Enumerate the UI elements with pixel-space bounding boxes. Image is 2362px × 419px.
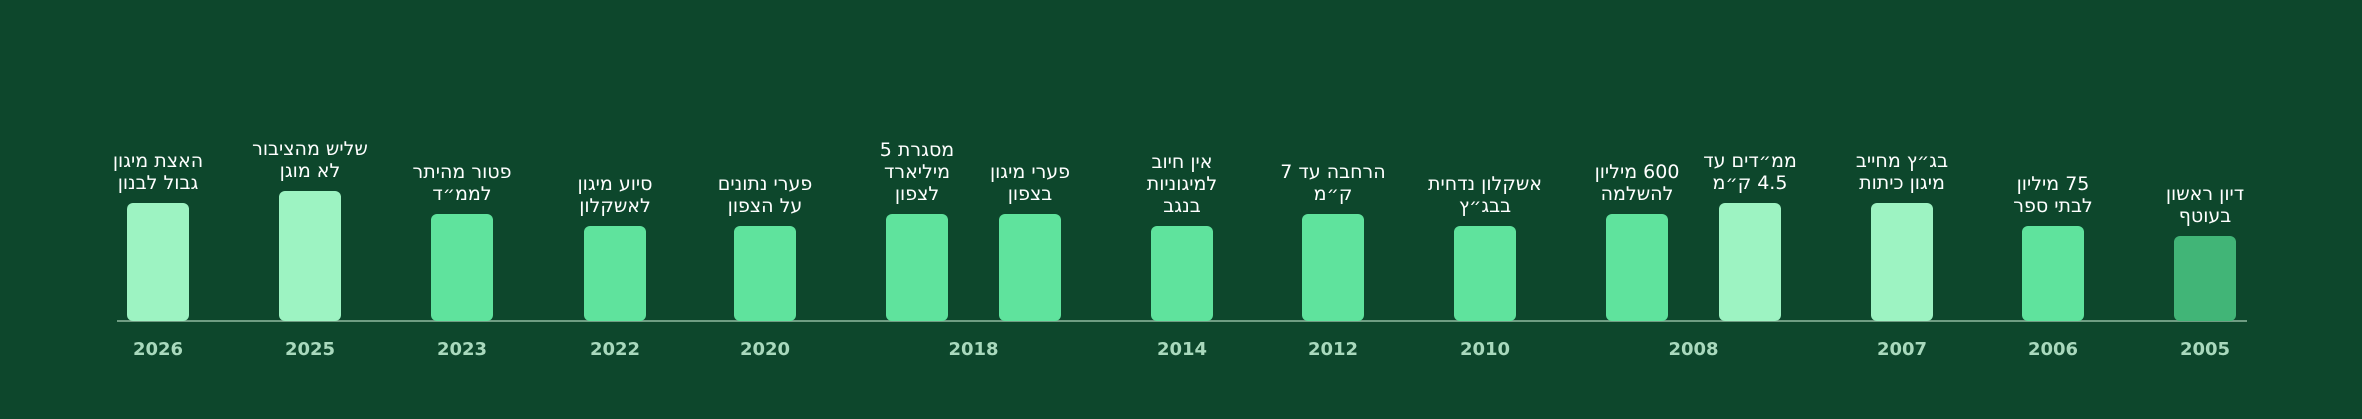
event-label: ק״מ [1314,183,1353,205]
event-label: לממ״ד [432,183,491,205]
event-label: בנגב [1163,195,1200,217]
event-label: מיליארד [884,161,950,183]
event-label: אין חיוב [1152,151,1213,173]
event-label: בבג״ץ [1459,195,1511,217]
event-label: לא מוגן [280,160,341,182]
event-label: בג״ץ מחייב [1856,150,1948,172]
event-label: למיגוניות [1147,173,1217,195]
event-bar [2022,226,2084,321]
year-label: 2007 [1877,339,1927,360]
event-label: להשלמה [1601,183,1674,205]
event-label: הרחבה עד 7 [1280,161,1385,183]
event-bar [431,214,493,321]
event-bar [1871,203,1933,321]
year-label: 2006 [2028,339,2078,360]
event-label: אשקלון נדחית [1428,173,1542,195]
event-bar [279,191,341,321]
event-label: פערי נתונים [718,173,813,195]
year-label: 2005 [2180,339,2230,360]
event-bar [1151,226,1213,321]
event-label: מסגרת 5 [880,139,954,161]
event-label: ממ״דים עד [1703,150,1797,172]
event-bar [999,214,1061,321]
event-label: לאשקלון [579,195,651,217]
event-label: שליש מהציבור [252,138,368,160]
event-bar [584,226,646,321]
event-label: האצת מיגון [113,150,203,172]
event-label: לצפון [895,183,939,205]
event-label: בצפון [1008,183,1052,205]
year-label: 2010 [1460,339,1510,360]
year-label: 2023 [437,339,487,360]
event-label: סיוע מיגון [577,173,652,195]
event-label: 600 מיליון [1595,161,1680,183]
event-bar [1606,214,1668,321]
event-label: דיון ראשון [2166,183,2244,205]
event-label: 75 מיליון [2017,173,2090,195]
event-label: פערי מיגון [990,161,1070,183]
year-label: 2012 [1308,339,1358,360]
event-label: גבול לבנון [118,172,199,194]
event-label: בעוטף [2179,205,2232,227]
event-bar [2174,236,2236,321]
event-bar [1454,226,1516,321]
event-bar [1719,203,1781,321]
event-bar [127,203,189,321]
event-label: על הצפון [728,195,803,217]
event-bar [1302,214,1364,321]
year-label: 2025 [285,339,335,360]
event-bar [734,226,796,321]
event-label: 4.5 ק״מ [1713,172,1788,194]
year-label: 2022 [590,339,640,360]
event-bar [886,214,948,321]
event-label: פטור מהיתר [413,161,512,183]
year-label: 2008 [1668,339,1718,360]
event-label: לבתי ספר [2013,195,2092,217]
year-label: 2018 [948,339,998,360]
year-label: 2026 [133,339,183,360]
year-label: 2020 [740,339,790,360]
year-label: 2014 [1157,339,1207,360]
event-label: מיגון כיתות [1859,172,1945,194]
